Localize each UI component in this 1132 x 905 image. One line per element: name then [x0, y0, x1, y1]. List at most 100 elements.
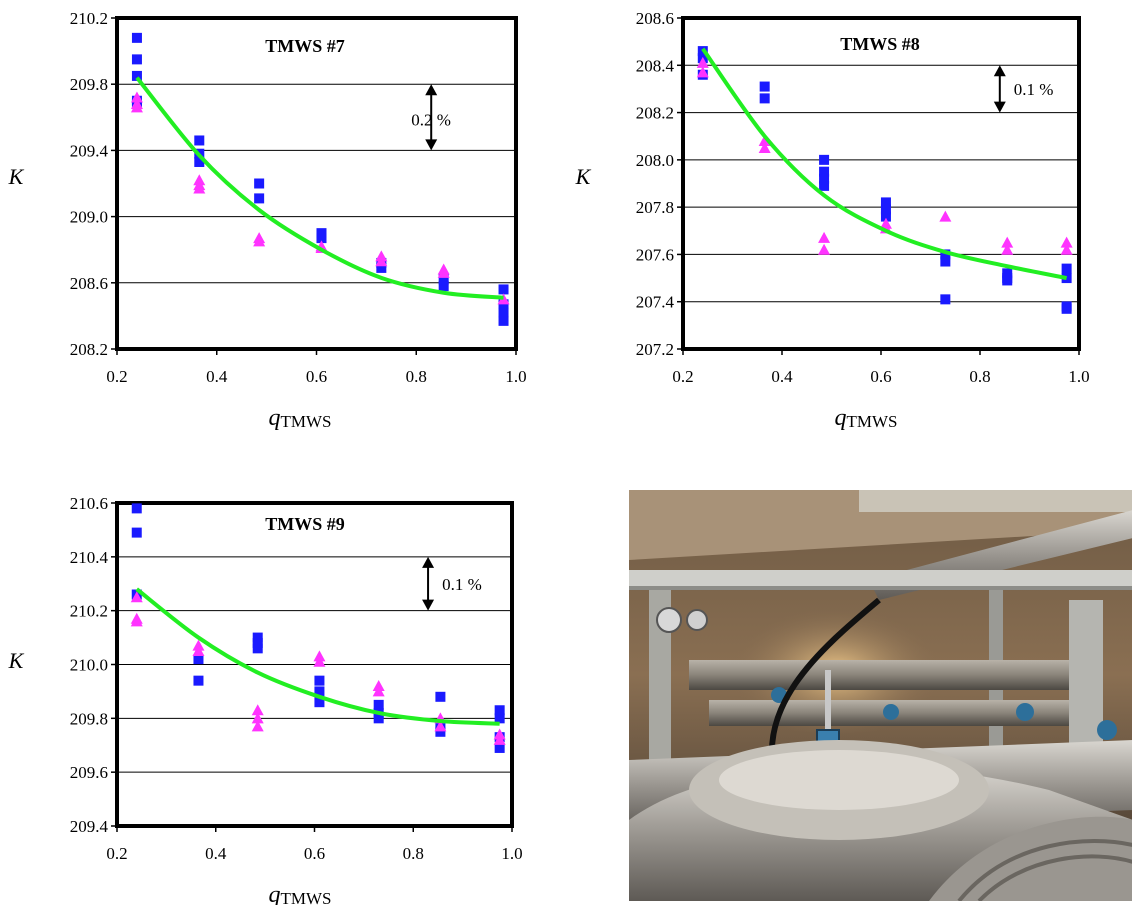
- y-tick-label: 208.4: [636, 56, 675, 75]
- data-point-square: [940, 294, 951, 305]
- data-point-triangle: [375, 255, 388, 267]
- data-point-square: [880, 211, 891, 222]
- data-point-square: [252, 632, 263, 643]
- data-point-triangle: [251, 712, 264, 724]
- data-point-square: [194, 156, 205, 167]
- x-tick-label: 1.0: [505, 367, 526, 386]
- data-point-triangle: [372, 685, 385, 697]
- y-tick-label: 208.0: [636, 151, 674, 170]
- chart-title: TMWS #9: [265, 514, 345, 534]
- fit-curve: [701, 47, 1068, 281]
- y-axis-label: K: [575, 164, 592, 189]
- data-point-square: [498, 307, 509, 318]
- x-tick-label: 0.8: [403, 844, 424, 863]
- x-tick-label: 0.8: [969, 367, 990, 386]
- data-point-square: [438, 281, 449, 292]
- data-point-square: [194, 135, 205, 146]
- data-point-triangle: [818, 231, 831, 243]
- data-point-triangle: [1060, 243, 1073, 255]
- x-tick-label: 0.4: [206, 367, 228, 386]
- y-tick-label: 208.6: [636, 9, 674, 28]
- y-tick-label: 209.8: [70, 709, 108, 728]
- fit-curve: [135, 587, 500, 726]
- x-tick-label: 0.8: [406, 367, 427, 386]
- data-point-square: [193, 675, 204, 686]
- y-tick-label: 209.0: [70, 208, 108, 227]
- data-point-triangle: [313, 655, 326, 667]
- x-axis-label: qTMWS: [269, 882, 332, 905]
- chart-title: TMWS #7: [265, 36, 345, 56]
- data-point-square: [880, 197, 891, 208]
- data-point-triangle: [193, 182, 206, 194]
- x-tick-label: 0.2: [106, 844, 127, 863]
- y-tick-label: 209.4: [70, 817, 109, 836]
- data-point-square: [494, 705, 505, 716]
- data-point-triangle: [758, 134, 771, 146]
- data-point-square: [193, 654, 204, 665]
- y-tick-label: 207.2: [636, 340, 674, 359]
- data-point-triangle: [758, 142, 771, 154]
- data-point-triangle: [192, 645, 205, 657]
- data-point-square: [254, 193, 265, 204]
- data-point-triangle: [696, 56, 709, 68]
- data-point-square: [1061, 263, 1072, 274]
- data-point-square: [314, 686, 325, 697]
- data-point-square: [373, 713, 384, 724]
- x-tick-label: 0.2: [106, 367, 127, 386]
- chart-tmws-8: 207.2 207.4 207.6 207.8 208.0 208.2 208.4 208.6…: [575, 9, 1090, 431]
- y-axis-label: K: [8, 164, 25, 189]
- annotation-arrow-up: [425, 84, 438, 96]
- annotation-arrow-down: [422, 599, 435, 611]
- annotation-arrow-down: [993, 101, 1006, 113]
- plot-frame: [115, 501, 514, 828]
- data-point-triangle: [696, 66, 709, 78]
- data-point-triangle: [493, 733, 506, 745]
- data-point-triangle: [1001, 243, 1014, 255]
- data-point-triangle: [130, 615, 143, 627]
- chart-title: TMWS #8: [840, 34, 920, 54]
- y-tick-label: 209.6: [70, 763, 108, 782]
- data-point-square: [438, 274, 449, 285]
- y-tick-label: 210.0: [70, 656, 108, 675]
- data-point-square: [498, 315, 509, 326]
- y-tick-label: 210.2: [70, 9, 108, 28]
- x-axis-label: qTMWS: [835, 405, 898, 431]
- x-tick-label: 0.4: [771, 367, 793, 386]
- x-tick-label: 0.4: [205, 844, 227, 863]
- annotation-arrow-up: [422, 556, 435, 568]
- x-tick-label: 1.0: [501, 844, 522, 863]
- annotation-label: 0.2 %: [411, 110, 451, 129]
- y-tick-label: 207.8: [636, 198, 674, 217]
- data-point-square: [819, 166, 830, 177]
- data-point-square: [435, 726, 446, 737]
- data-point-square: [759, 81, 770, 92]
- data-point-triangle: [130, 591, 143, 603]
- annotation-arrow-down: [425, 139, 438, 151]
- y-tick-label: 208.2: [70, 340, 108, 359]
- data-point-triangle: [434, 720, 447, 732]
- data-point-square: [759, 93, 770, 104]
- x-axis-label: qTMWS: [269, 405, 332, 431]
- data-point-triangle: [251, 704, 264, 716]
- instrumentation-photo: [629, 490, 1132, 901]
- x-tick-label: 0.2: [672, 367, 693, 386]
- data-point-square: [494, 742, 505, 753]
- data-point-square: [131, 54, 142, 65]
- y-tick-label: 209.8: [70, 75, 108, 94]
- data-point-square: [376, 262, 387, 273]
- x-tick-label: 0.6: [304, 844, 325, 863]
- x-tick-label: 0.6: [870, 367, 891, 386]
- annotation-arrow-up: [993, 65, 1006, 77]
- data-point-square: [819, 180, 830, 191]
- data-point-square: [254, 178, 265, 189]
- data-point-square: [498, 284, 509, 295]
- data-point-square: [880, 204, 891, 215]
- data-point-triangle: [1060, 236, 1073, 248]
- y-tick-label: 208.6: [70, 274, 108, 293]
- data-point-square: [435, 691, 446, 702]
- data-point-square: [252, 643, 263, 654]
- data-point-square: [131, 503, 142, 514]
- data-point-square: [940, 249, 951, 260]
- data-point-triangle: [818, 243, 831, 255]
